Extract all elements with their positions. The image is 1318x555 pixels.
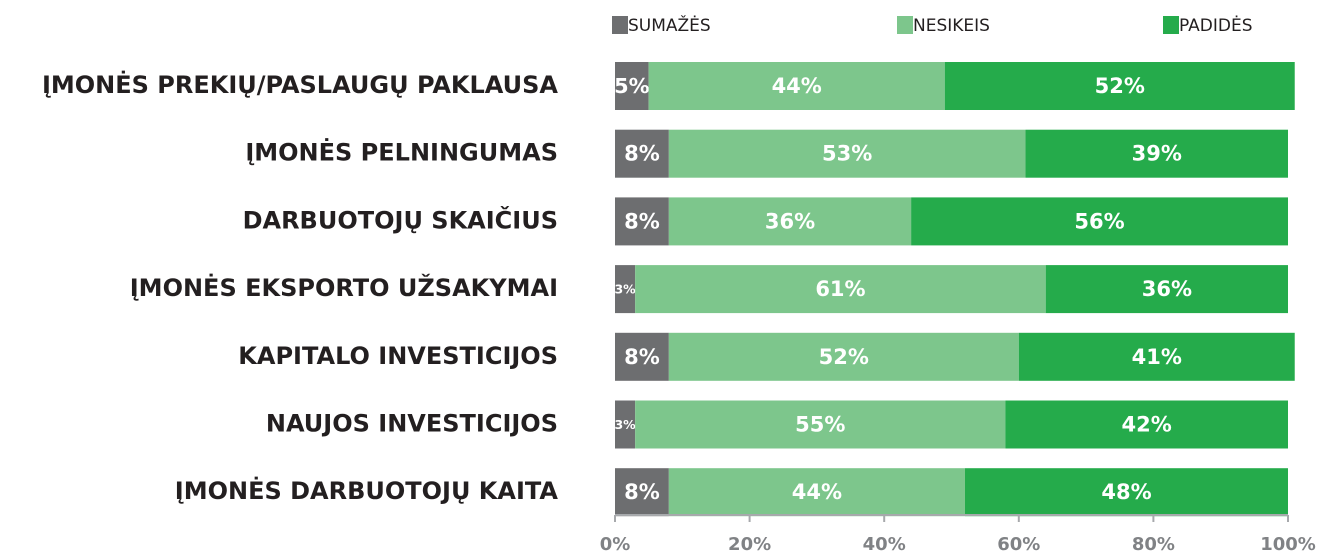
bar-segment [1018, 332, 1295, 381]
bar-segment [911, 197, 1288, 246]
bar-segment [615, 332, 669, 381]
category-label: NAUJOS INVESTICIJOS [266, 410, 558, 438]
data-label: 52% [819, 345, 869, 369]
data-label: 36% [1142, 277, 1192, 301]
bar-segment [648, 62, 945, 110]
data-label: 36% [765, 209, 815, 233]
data-label: 56% [1074, 209, 1124, 233]
bar-segment [635, 400, 1006, 449]
bar-segment [1025, 129, 1288, 178]
data-label: 53% [822, 142, 872, 166]
bar-segment [615, 265, 636, 314]
data-label: 44% [772, 74, 822, 98]
data-label: 8% [624, 142, 660, 166]
bar-segment [615, 400, 636, 449]
x-tick-label: 100% [1260, 534, 1316, 555]
legend-swatch [612, 16, 628, 34]
legend-label: NESIKEIS [913, 16, 990, 36]
category-label: ĮMONĖS EKSPORTO UŽSAKYMAI [130, 273, 558, 302]
bar-segment [964, 468, 1288, 517]
legend-label: PADIDĖS [1179, 15, 1253, 36]
bar-segment [944, 62, 1295, 110]
data-label: 3% [614, 417, 636, 432]
data-label: 8% [624, 209, 660, 233]
data-label: 52% [1095, 74, 1145, 98]
data-label: 48% [1101, 480, 1151, 504]
x-tick-label: 0% [600, 534, 631, 555]
category-label: ĮMONĖS DARBUOTOJŲ KAITA [175, 476, 559, 505]
bar-segment [668, 197, 912, 246]
data-label: 8% [624, 345, 660, 369]
data-label: 61% [815, 277, 865, 301]
data-label: 41% [1132, 345, 1182, 369]
data-label: 3% [614, 282, 636, 297]
category-label: DARBUOTOJŲ SKAIČIUS [243, 204, 558, 234]
bar-segment [1045, 265, 1288, 314]
category-label: ĮMONĖS PREKIŲ/PASLAUGŲ PAKLAUSA [42, 70, 558, 99]
bar-segment [615, 468, 669, 517]
data-label: 44% [792, 480, 842, 504]
data-label: 39% [1132, 142, 1182, 166]
bar-segment [615, 62, 649, 110]
category-label: KAPITALO INVESTICIJOS [238, 342, 558, 370]
data-label: 8% [624, 480, 660, 504]
bar-segment [635, 265, 1046, 314]
x-tick-label: 60% [997, 534, 1040, 555]
bar-segment [668, 332, 1019, 381]
x-tick-label: 40% [863, 534, 906, 555]
data-label: 55% [795, 413, 845, 437]
data-label: 5% [614, 74, 650, 98]
legend-swatch [1163, 16, 1179, 34]
data-label: 42% [1122, 413, 1172, 437]
x-tick-label: 80% [1132, 534, 1175, 555]
bar-segment [615, 197, 669, 246]
category-label: ĮMONĖS PELNINGUMAS [245, 138, 558, 167]
bar-segment [668, 129, 1026, 178]
bar-segment [668, 468, 965, 517]
legend-label: SUMAŽĖS [628, 14, 711, 36]
bar-segment [1005, 400, 1288, 449]
bar-segment [615, 129, 669, 178]
x-tick-label: 20% [728, 534, 771, 555]
legend-swatch [897, 16, 913, 34]
